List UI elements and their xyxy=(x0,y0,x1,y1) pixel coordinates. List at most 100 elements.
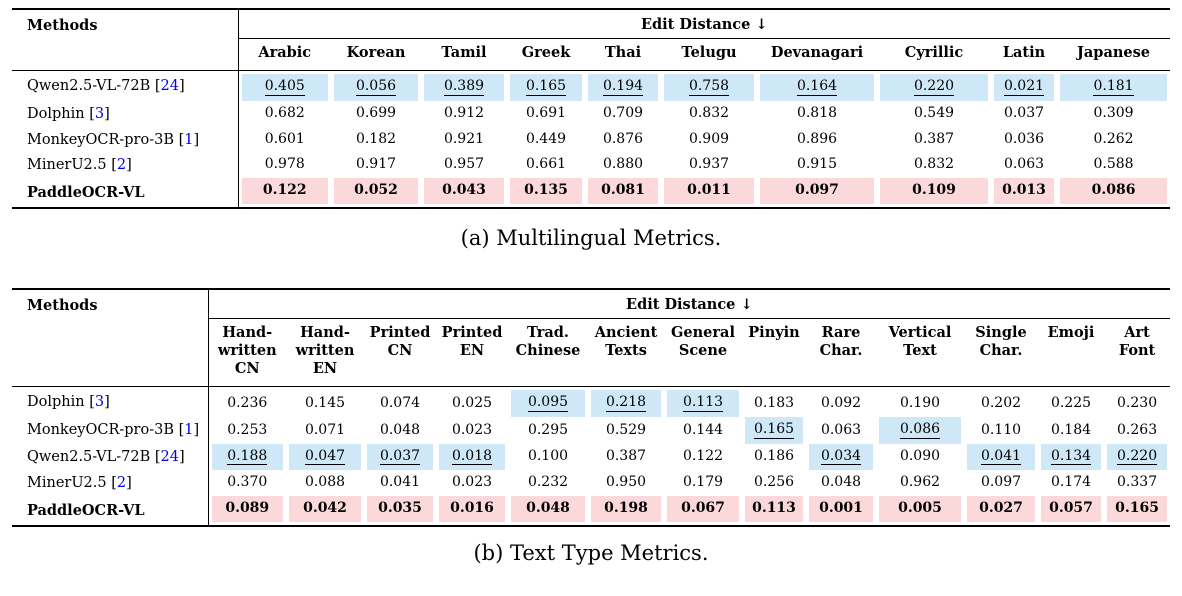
metric-value: 0.950 xyxy=(605,474,647,491)
value-cell: 0.218 xyxy=(588,387,664,418)
metric-value: 0.405 xyxy=(264,78,305,96)
value-cell: 0.086 xyxy=(876,417,964,444)
value-cell: 0.013 xyxy=(991,178,1057,208)
column-header-greek: Greek xyxy=(507,38,585,72)
metric-value: 0.041 xyxy=(980,447,1022,466)
metric-value: 0.225 xyxy=(1050,394,1092,411)
value-cell: 0.067 xyxy=(664,496,742,526)
value-cell: 0.165 xyxy=(1104,496,1170,526)
value-cell: 0.056 xyxy=(331,71,421,101)
metric-value: 0.758 xyxy=(688,78,730,96)
column-header-arabic: Arabic xyxy=(237,38,331,72)
value-cell: 0.295 xyxy=(508,417,588,444)
citation-link[interactable]: 2 xyxy=(116,157,127,174)
method-cell: MonkeyOCR-pro-3B [1] xyxy=(27,131,200,148)
edit-distance-group-header: Edit Distance ↓ xyxy=(207,289,1171,319)
value-cell: 0.957 xyxy=(421,152,507,178)
value-cell: 0.253 xyxy=(207,417,286,444)
value-cell: 0.097 xyxy=(964,470,1038,496)
metric-value: 0.113 xyxy=(752,500,796,517)
metric-value: 0.183 xyxy=(753,394,795,411)
method-cell: Dolphin [3] xyxy=(27,105,110,122)
table-row-dolphin: Dolphin [3] 0.682 0.699 0.912 0.691 0.709 0.83… xyxy=(12,100,1170,127)
metric-value: 0.917 xyxy=(355,156,397,173)
method-name: Qwen2.5-VL-72B xyxy=(27,449,151,466)
metric-value: 0.005 xyxy=(898,500,942,517)
text-type-metrics-section: Methods Edit Distance ↓ Hand- written CN… xyxy=(12,288,1171,566)
value-cell: 0.186 xyxy=(742,444,806,471)
column-header-general-scene: General Scene xyxy=(664,318,742,388)
method-cell: MinerU2.5 [2] xyxy=(27,157,132,174)
method-name: Dolphin xyxy=(27,105,85,122)
value-cell: 0.880 xyxy=(585,152,661,178)
metric-value: 0.023 xyxy=(451,421,493,438)
value-cell: 0.001 xyxy=(806,496,876,526)
metric-value: 0.832 xyxy=(913,156,955,173)
value-cell: 0.041 xyxy=(364,470,436,496)
value-cell: 0.691 xyxy=(507,101,585,127)
metric-value: 0.048 xyxy=(526,500,570,517)
metric-value: 0.256 xyxy=(753,474,795,491)
column-header-telugu: Telugu xyxy=(661,38,757,72)
citation-link[interactable]: 1 xyxy=(184,422,194,439)
metric-value: 0.164 xyxy=(796,78,838,96)
metric-value: 0.110 xyxy=(980,421,1022,438)
metric-value: 0.086 xyxy=(1091,182,1136,199)
metric-value: 0.063 xyxy=(820,421,862,438)
metric-value: 0.018 xyxy=(451,447,493,466)
value-cell: 0.588 xyxy=(1057,152,1170,178)
metric-value: 0.295 xyxy=(527,421,569,438)
metric-value: 0.048 xyxy=(379,421,421,438)
value-cell: 0.832 xyxy=(877,152,991,178)
citation-link[interactable]: 3 xyxy=(94,394,105,411)
value-cell: 0.661 xyxy=(507,152,585,178)
citation-link[interactable]: 24 xyxy=(160,77,179,94)
value-cell: 0.034 xyxy=(806,443,876,471)
column-header-tamil: Tamil xyxy=(421,38,507,72)
method-name: Qwen2.5-VL-72B xyxy=(27,77,151,94)
value-cell: 0.145 xyxy=(286,387,364,417)
column-header-art-font: Art Font xyxy=(1104,318,1171,388)
value-cell: 0.063 xyxy=(806,417,876,444)
column-header-rare-char: Rare Char. xyxy=(806,318,876,388)
citation-link[interactable]: 2 xyxy=(116,475,127,492)
metric-value: 0.165 xyxy=(525,78,567,96)
value-cell: 0.370 xyxy=(207,470,286,497)
multilingual-metrics-section: Methods Edit Distance ↓ Arabic Korean Tami… xyxy=(12,8,1171,250)
metric-value: 0.337 xyxy=(1117,474,1158,491)
value-cell: 0.262 xyxy=(1057,127,1170,153)
metric-value: 0.011 xyxy=(687,182,731,199)
group-header-row: Methods Edit Distance ↓ xyxy=(12,289,1171,388)
value-cell: 0.110 xyxy=(964,417,1038,444)
table-row-monkeyocr-pro-3b: MonkeyOCR-pro-3B [1] 0.253 0.071 0.048 0.023… xyxy=(12,417,1170,444)
value-cell: 0.309 xyxy=(1057,101,1170,127)
metric-value: 0.529 xyxy=(605,421,647,438)
value-cell: 0.081 xyxy=(585,178,661,208)
value-cell: 0.164 xyxy=(757,71,877,101)
value-cell: 0.449 xyxy=(507,127,585,153)
metric-value: 0.088 xyxy=(304,474,346,491)
metric-value: 0.043 xyxy=(442,182,486,199)
metric-value: 0.109 xyxy=(912,182,956,199)
metric-value: 0.145 xyxy=(304,394,346,411)
value-cell: 0.183 xyxy=(742,387,806,417)
metric-value: 0.071 xyxy=(304,421,346,438)
table-b-caption: (b) Text Type Metrics. xyxy=(473,541,709,566)
metric-value: 0.387 xyxy=(913,130,955,147)
multilingual-metrics-table: Methods Edit Distance ↓ Arabic Korean Tami… xyxy=(12,8,1171,209)
citation-link[interactable]: 1 xyxy=(184,131,194,148)
metric-value: 0.052 xyxy=(354,182,398,199)
metric-value: 0.092 xyxy=(820,394,862,411)
metric-value: 0.691 xyxy=(525,104,567,121)
edit-distance-group-header: Edit Distance ↓ xyxy=(237,9,1171,39)
metric-value: 0.081 xyxy=(601,182,645,199)
value-cell: 0.909 xyxy=(661,127,757,153)
citation-link[interactable]: 24 xyxy=(160,449,179,466)
value-cell: 0.529 xyxy=(588,417,664,444)
metric-value: 0.832 xyxy=(688,104,730,121)
citation-link[interactable]: 3 xyxy=(94,105,105,122)
value-cell: 0.135 xyxy=(507,178,585,208)
metric-value: 0.025 xyxy=(451,394,493,411)
value-cell: 0.092 xyxy=(806,387,876,417)
value-cell: 0.190 xyxy=(876,387,964,417)
